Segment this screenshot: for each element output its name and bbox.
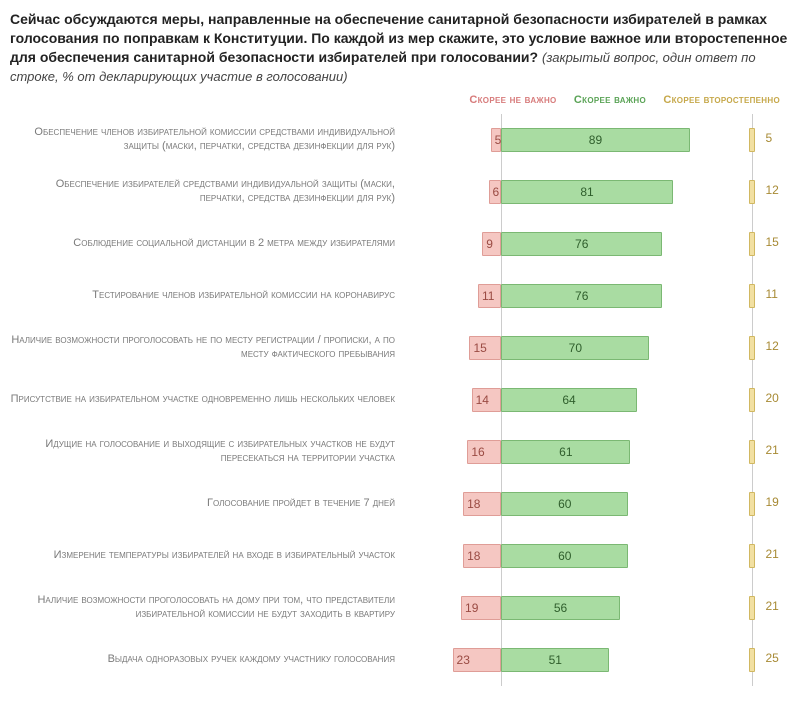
bar-green: 51 xyxy=(501,648,609,672)
row-bars: 117611 xyxy=(405,281,790,311)
bar-gold xyxy=(749,336,755,360)
bar-red: 18 xyxy=(463,544,501,568)
row-bars: 2351 25 xyxy=(405,645,790,675)
chart-row: Идущие на голосование и выходящие с изби… xyxy=(10,426,790,478)
bar-gold-value: 21 xyxy=(766,547,779,561)
bar-gold xyxy=(749,544,755,568)
bar-red: 5 xyxy=(491,128,502,152)
row-label: Идущие на голосование и выходящие с изби… xyxy=(10,438,405,466)
bar-gold-value: 11 xyxy=(766,287,778,301)
row-label: Обеспечение членов избирательной комисси… xyxy=(10,126,405,154)
chart-row: Измерение температуры избирателей на вхо… xyxy=(10,530,790,582)
bar-green: 89 xyxy=(501,128,689,152)
bar-gold xyxy=(749,388,755,412)
bar-red: 15 xyxy=(469,336,501,360)
bar-red: 16 xyxy=(467,440,501,464)
bar-gold xyxy=(749,284,755,308)
survey-question: Сейчас обсуждаются меры, направленные на… xyxy=(10,10,790,86)
bar-gold-value: 25 xyxy=(766,651,779,665)
bar-gold-value: 5 xyxy=(766,131,773,145)
bar-green: 81 xyxy=(501,180,673,204)
chart-row: Тестирование членов избирательной комисс… xyxy=(10,270,790,322)
row-label: Наличие возможности проголосовать не по … xyxy=(10,334,405,362)
bar-green: 76 xyxy=(501,232,662,256)
bar-green: 64 xyxy=(501,388,637,412)
row-bars: 1570 12 xyxy=(405,333,790,363)
chart-row: Обеспечение членов избирательной комисси… xyxy=(10,114,790,166)
legend-red: Скорее не важно xyxy=(469,94,556,106)
bar-green: 76 xyxy=(501,284,662,308)
bar-red: 9 xyxy=(482,232,501,256)
bar-gold-value: 20 xyxy=(766,391,779,405)
bar-red: 23 xyxy=(453,648,502,672)
bar-gold xyxy=(749,596,755,620)
row-bars: 681 12 xyxy=(405,177,790,207)
bar-green: 70 xyxy=(501,336,649,360)
bar-green: 60 xyxy=(501,544,628,568)
bar-gold xyxy=(749,128,755,152)
bar-gold xyxy=(749,440,755,464)
row-label: Наличие возможности проголосовать на дом… xyxy=(10,594,405,622)
row-bars: 1464 20 xyxy=(405,385,790,415)
row-label: Тестирование членов избирательной комисс… xyxy=(10,289,405,303)
legend-gold: Скорее второстепенно xyxy=(663,94,780,106)
bar-red: 14 xyxy=(472,388,502,412)
row-bars: 5895 xyxy=(405,125,790,155)
legend-green: Скорее важно xyxy=(574,94,646,106)
bar-gold-value: 19 xyxy=(766,495,779,509)
bar-gold xyxy=(749,648,755,672)
chart-row: Наличие возможности проголосовать на дом… xyxy=(10,582,790,634)
bar-red: 19 xyxy=(461,596,501,620)
row-label: Выдача одноразовых ручек каждому участни… xyxy=(10,653,405,667)
bar-red: 11 xyxy=(478,284,501,308)
row-bars: 1661 21 xyxy=(405,437,790,467)
row-label: Присутствие на избирательном участке одн… xyxy=(10,393,405,407)
row-bars: 1860 21 xyxy=(405,541,790,571)
bar-gold xyxy=(749,492,755,516)
chart-row: Наличие возможности проголосовать не по … xyxy=(10,322,790,374)
row-bars: 976 15 xyxy=(405,229,790,259)
chart-rows: Обеспечение членов избирательной комисси… xyxy=(10,114,790,686)
bar-gold-value: 12 xyxy=(766,339,779,353)
chart-row: Выдача одноразовых ручек каждому участни… xyxy=(10,634,790,686)
bar-gold-value: 21 xyxy=(766,599,779,613)
chart-row: Присутствие на избирательном участке одн… xyxy=(10,374,790,426)
row-bars: 1860 19 xyxy=(405,489,790,519)
row-label: Соблюдение социальной дистанции в 2 метр… xyxy=(10,237,405,251)
bar-gold xyxy=(749,232,755,256)
row-bars: 1956 21 xyxy=(405,593,790,623)
bar-gold xyxy=(749,180,755,204)
bar-green: 61 xyxy=(501,440,630,464)
bar-red: 18 xyxy=(463,492,501,516)
bar-gold-value: 12 xyxy=(766,183,779,197)
row-label: Измерение температуры избирателей на вхо… xyxy=(10,549,405,563)
bar-green: 56 xyxy=(501,596,620,620)
row-label: Голосование пройдет в течение 7 дней xyxy=(10,497,405,511)
row-label: Обеспечение избирателей средствами индив… xyxy=(10,178,405,206)
bar-gold-value: 21 xyxy=(766,443,779,457)
chart-row: Соблюдение социальной дистанции в 2 метр… xyxy=(10,218,790,270)
bar-green: 60 xyxy=(501,492,628,516)
chart-row: Обеспечение избирателей средствами индив… xyxy=(10,166,790,218)
chart-legend: Скорее не важно Скорее важно Скорее втор… xyxy=(10,88,790,114)
bar-gold-value: 15 xyxy=(766,235,779,249)
chart-row: Голосование пройдет в течение 7 дней1860… xyxy=(10,478,790,530)
bar-red: 6 xyxy=(489,180,502,204)
